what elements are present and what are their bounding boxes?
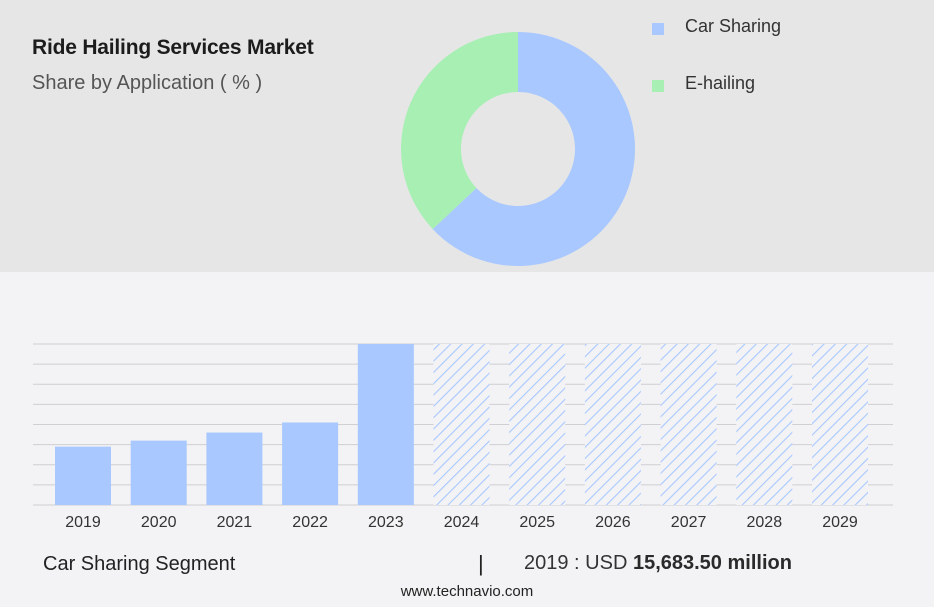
donut-slice-car-sharing — [432, 32, 635, 266]
x-tick-label-2022: 2022 — [292, 514, 328, 531]
bar-2026 — [584, 344, 641, 505]
bar-2022 — [282, 422, 339, 505]
x-tick-label-2026: 2026 — [595, 514, 631, 531]
x-tick-label-2020: 2020 — [141, 514, 177, 531]
x-tick-label-2027: 2027 — [671, 514, 707, 531]
bar-2027 — [660, 344, 717, 505]
segment-value-amount: 15,683.50 million — [632, 552, 792, 574]
x-tick-label-2024: 2024 — [444, 514, 480, 531]
x-tick-label-2021: 2021 — [217, 514, 253, 531]
bar-2025 — [509, 344, 566, 505]
bar-2021 — [206, 432, 263, 505]
legend-label-car-sharing: Car Sharing — [685, 16, 782, 36]
bar-2029 — [812, 344, 868, 505]
x-tick-label-2029: 2029 — [822, 514, 858, 531]
legend-label-e-hailing: E-hailing — [685, 73, 756, 93]
bar-2023 — [357, 344, 414, 505]
x-tick-label-2023: 2023 — [368, 514, 404, 531]
segment-value: 2019 : USD 15,683.50 million — [524, 552, 792, 575]
bar-chart: 2019 2020 2021 2022 2023 2024 2025 2026 2027 2028… — [33, 343, 893, 531]
chart-title: Ride Hailing Services Market — [32, 36, 314, 59]
segment-label: Car Sharing Segment — [43, 553, 236, 575]
x-tick-label-2028: 2028 — [747, 514, 783, 531]
bar-2024 — [433, 344, 490, 505]
x-tick-label-2019: 2019 — [65, 514, 101, 531]
footer-separator: | — [478, 551, 484, 576]
legend-swatch-e-hailing — [652, 80, 664, 92]
bar-2020 — [130, 440, 187, 505]
chart-subtitle: Share by Application ( % ) — [32, 72, 263, 94]
donut-slice-e-hailing — [401, 32, 518, 230]
bar-2019 — [55, 446, 111, 505]
source-link[interactable]: www.technavio.com — [400, 583, 534, 600]
bar-2028 — [736, 344, 793, 505]
donut-chart — [401, 32, 635, 266]
legend-swatch-car-sharing — [652, 23, 664, 35]
x-tick-label-2025: 2025 — [519, 514, 555, 531]
segment-value-prefix: 2019 : USD — [524, 552, 628, 574]
